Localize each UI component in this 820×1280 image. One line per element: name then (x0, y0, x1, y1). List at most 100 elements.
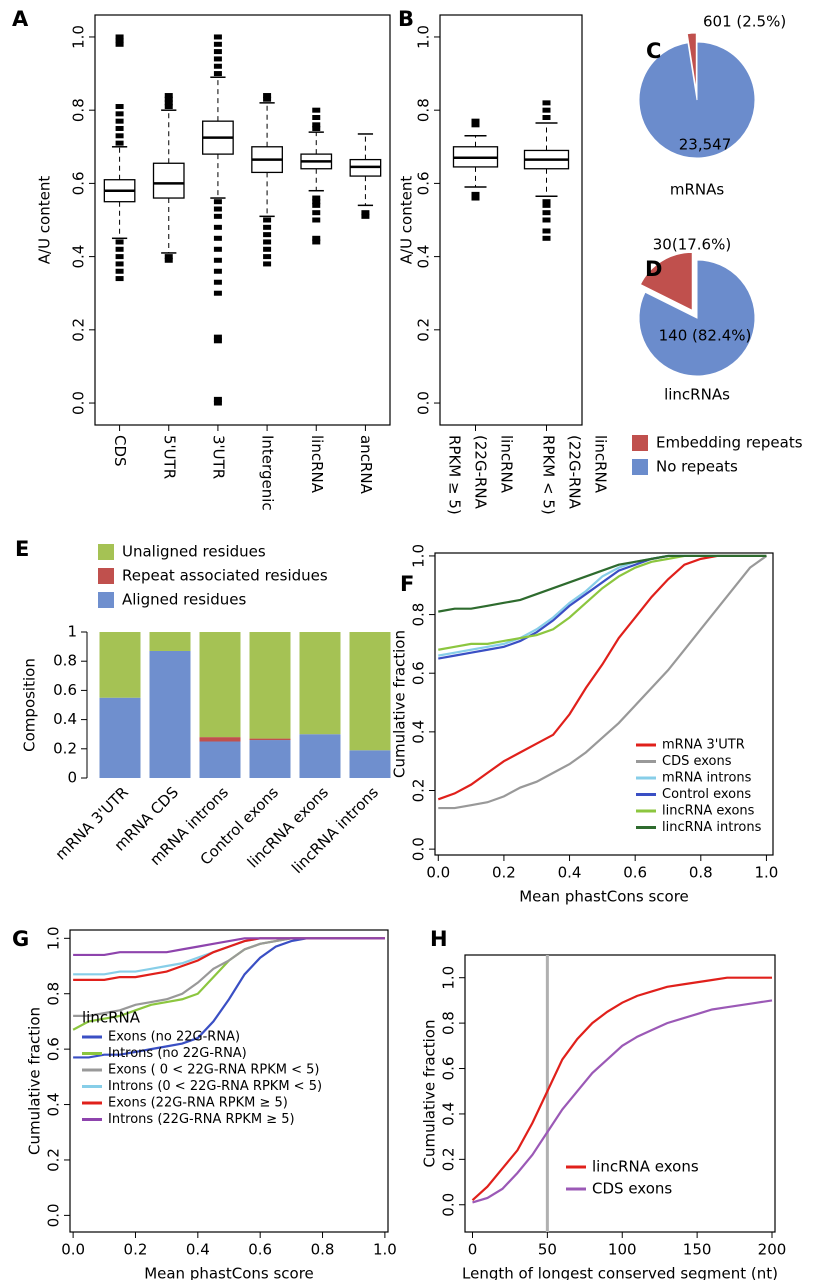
outlier (115, 111, 124, 117)
outlier (213, 290, 222, 296)
series-line (438, 554, 767, 613)
outlier (542, 217, 551, 223)
outlier (164, 104, 173, 110)
y-tick-label: 0.6 (70, 171, 88, 195)
y-tick-label: 0.2 (45, 1148, 63, 1172)
outlier (115, 38, 124, 44)
x-tick-label: 0.4 (558, 864, 582, 882)
panel-letter: A (12, 7, 29, 31)
plot-frame (69, 929, 389, 1233)
outlier (312, 199, 321, 205)
legend-label: Repeat associated residues (122, 567, 328, 585)
y-tick-label: 0.8 (415, 98, 433, 122)
legend-swatch (632, 459, 648, 475)
outlier (542, 100, 551, 106)
plot-frame (439, 14, 583, 426)
x-tick-label: 0.4 (186, 1241, 210, 1259)
plot-frame (94, 14, 391, 426)
outlier (471, 122, 480, 128)
outlier (471, 191, 480, 197)
slice-label: 140 (82.4%) (659, 327, 752, 345)
y-tick-label: 0.6 (440, 1057, 458, 1081)
outlier (312, 235, 321, 241)
x-tick-label: RPKM < 5) (540, 435, 558, 515)
outlier (213, 41, 222, 47)
slice-label: 601 (2.5%) (703, 13, 786, 31)
y-tick-label: 1 (67, 623, 77, 641)
y-tick-label: 0.8 (410, 603, 428, 627)
y-tick-label: 0.4 (45, 1093, 63, 1117)
x-tick-label: lincRNA (498, 435, 516, 494)
x-tick-label: 0.8 (311, 1241, 335, 1259)
y-tick-label: 1.0 (70, 25, 88, 49)
legend-swatch (632, 435, 648, 451)
x-tick-label: 0.0 (61, 1241, 85, 1259)
y-tick-label: 0.6 (53, 681, 77, 699)
panel-letter: F (400, 572, 414, 596)
y-tick-label: 0.6 (410, 661, 428, 685)
legend-label: Exons (22G-RNA RPKM ≥ 5) (108, 1096, 288, 1111)
bar-segment (299, 632, 341, 735)
outlier (542, 210, 551, 216)
pie-slice (638, 259, 756, 377)
legend-label: Control exons (662, 787, 751, 802)
y-tick-label: 0.8 (53, 652, 77, 670)
x-tick-label: lincRNA (308, 435, 326, 494)
bar-segment (249, 738, 291, 741)
x-tick-label: 5'UTR (160, 435, 178, 479)
outlier (312, 107, 321, 113)
bar-segment (149, 650, 191, 778)
outlier (115, 34, 124, 40)
plot-frame (464, 954, 776, 1233)
legend-label: Unaligned residues (122, 543, 266, 561)
outlier (115, 276, 124, 282)
x-tick-label: 0.6 (248, 1241, 272, 1259)
y-tick-label: 0.2 (70, 318, 88, 342)
y-tick-label: 0.0 (70, 391, 88, 415)
pie-label: lincRNAs (664, 386, 730, 404)
bar-segment (199, 632, 241, 738)
bar-segment (149, 632, 191, 651)
x-tick-label: (22G-RNA (472, 435, 490, 510)
bar-segment (99, 632, 141, 698)
x-tick-label: 0.6 (623, 864, 647, 882)
x-tick-label: CDS (111, 435, 129, 467)
x-tick-label: 3'UTR (209, 435, 227, 479)
x-tick-label: 0 (468, 1241, 478, 1259)
y-tick-label: 0.2 (53, 739, 77, 757)
y-axis-title: Cumulative fraction (391, 630, 409, 778)
outlier (164, 93, 173, 99)
x-tick-label: 150 (683, 1241, 712, 1259)
bar-segment (349, 750, 391, 778)
legend-label: lincRNA introns (662, 820, 762, 835)
x-axis-title: Mean phastCons score (144, 1265, 314, 1280)
outlier (542, 228, 551, 234)
slice-label: 30(17.6%) (653, 236, 731, 254)
outlier (213, 63, 222, 69)
outlier (115, 125, 124, 131)
y-axis-title: Composition (21, 658, 39, 752)
legend-label: CDS exons (662, 754, 732, 769)
outlier (213, 257, 222, 263)
outlier (361, 213, 370, 219)
y-tick-label: 1.0 (45, 926, 63, 950)
x-tick-label: 0.2 (124, 1241, 148, 1259)
legend-label: mRNA 3'UTR (662, 738, 745, 753)
x-tick-label: 0.2 (492, 864, 516, 882)
outlier (213, 400, 222, 406)
y-tick-label: 0.8 (45, 982, 63, 1006)
pie-slice (686, 32, 697, 92)
series-line (472, 999, 773, 1204)
outlier (263, 254, 272, 260)
y-tick-label: 0.8 (440, 1011, 458, 1035)
outlier (115, 239, 124, 245)
outlier (361, 210, 370, 216)
outlier (213, 334, 222, 340)
x-tick-label: (22G-RNA (566, 435, 584, 510)
panel-letter: C (646, 39, 661, 63)
outlier (213, 213, 222, 219)
outlier (213, 235, 222, 241)
outlier (263, 217, 272, 223)
x-tick-label: 0.8 (689, 864, 713, 882)
outlier (213, 56, 222, 62)
